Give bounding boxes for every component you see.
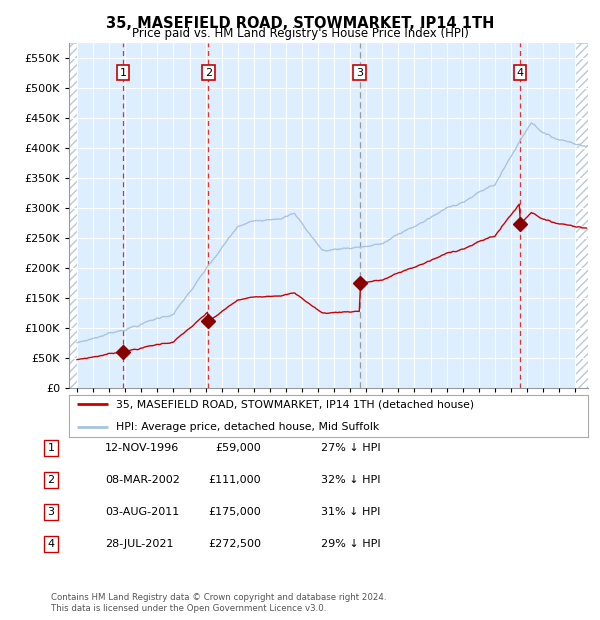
Text: £272,500: £272,500 xyxy=(208,539,261,549)
Text: £175,000: £175,000 xyxy=(208,507,261,517)
Text: 2: 2 xyxy=(205,68,212,78)
Text: 3: 3 xyxy=(356,68,363,78)
Text: 1: 1 xyxy=(47,443,55,453)
Text: 29% ↓ HPI: 29% ↓ HPI xyxy=(321,539,380,549)
Text: 03-AUG-2011: 03-AUG-2011 xyxy=(105,507,179,517)
Bar xyxy=(69,43,77,388)
Text: £111,000: £111,000 xyxy=(208,475,261,485)
Text: £59,000: £59,000 xyxy=(215,443,261,453)
Text: 35, MASEFIELD ROAD, STOWMARKET, IP14 1TH: 35, MASEFIELD ROAD, STOWMARKET, IP14 1TH xyxy=(106,16,494,30)
Text: Contains HM Land Registry data © Crown copyright and database right 2024.
This d: Contains HM Land Registry data © Crown c… xyxy=(51,593,386,613)
Text: 28-JUL-2021: 28-JUL-2021 xyxy=(105,539,173,549)
Text: 27% ↓ HPI: 27% ↓ HPI xyxy=(321,443,380,453)
Text: 12-NOV-1996: 12-NOV-1996 xyxy=(105,443,179,453)
Text: 2: 2 xyxy=(47,475,55,485)
Bar xyxy=(575,43,588,388)
Text: Price paid vs. HM Land Registry's House Price Index (HPI): Price paid vs. HM Land Registry's House … xyxy=(131,27,469,40)
Text: 3: 3 xyxy=(47,507,55,517)
Text: 4: 4 xyxy=(517,68,524,78)
Text: 1: 1 xyxy=(119,68,127,78)
Text: 4: 4 xyxy=(47,539,55,549)
Text: 32% ↓ HPI: 32% ↓ HPI xyxy=(321,475,380,485)
Text: 35, MASEFIELD ROAD, STOWMARKET, IP14 1TH (detached house): 35, MASEFIELD ROAD, STOWMARKET, IP14 1TH… xyxy=(116,399,474,409)
Text: 31% ↓ HPI: 31% ↓ HPI xyxy=(321,507,380,517)
Text: HPI: Average price, detached house, Mid Suffolk: HPI: Average price, detached house, Mid … xyxy=(116,422,379,432)
Text: 08-MAR-2002: 08-MAR-2002 xyxy=(105,475,180,485)
